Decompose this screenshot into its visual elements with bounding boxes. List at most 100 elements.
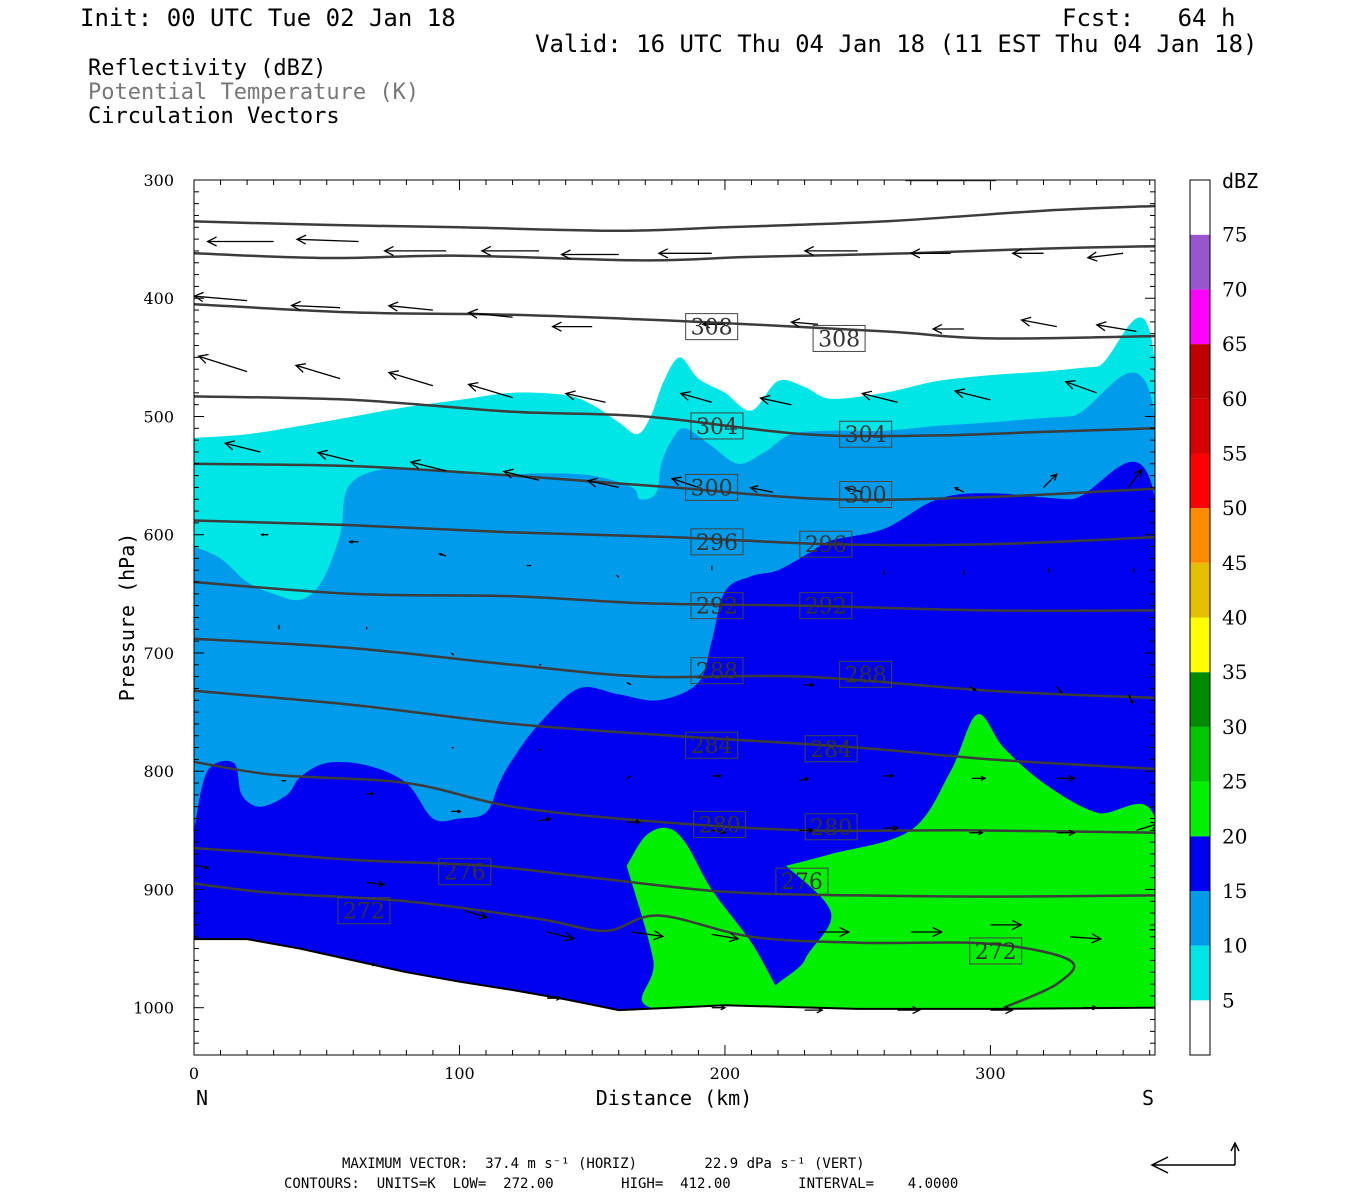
- vector-shaft: [388, 305, 433, 311]
- vector-shaft: [317, 451, 354, 463]
- colorbar-swatch-15: [1190, 180, 1210, 235]
- circulation-vector-13: [467, 308, 513, 319]
- circulation-vector-19: [1095, 321, 1137, 333]
- vector-shaft: [1127, 469, 1143, 488]
- theta-label-box: [839, 420, 893, 448]
- vector-head: [560, 249, 571, 260]
- y-tick-label: 500: [143, 407, 174, 426]
- theta-label-2: 304: [690, 412, 744, 440]
- vector-shaft: [954, 487, 965, 493]
- init-time-label: Init: 00 UTC Tue 02 Jan 18: [80, 4, 456, 32]
- circulation-vector-97: [990, 1006, 1014, 1015]
- circulation-vector-11: [290, 300, 341, 311]
- colorbar-swatch-12: [1190, 344, 1210, 399]
- circulation-vector-69: [1056, 774, 1076, 782]
- vector-head: [1012, 919, 1023, 931]
- circulation-vector-20: [197, 353, 248, 373]
- ground-surface-line: [194, 938, 1155, 1012]
- valid-time-label: Valid: 16 UTC Thu 04 Jan 18 (11 EST Thu …: [535, 30, 1258, 58]
- theta-label-6: 296: [690, 528, 744, 556]
- vector-head: [759, 394, 771, 405]
- theta-label-8: 292: [690, 592, 744, 620]
- vector-shaft: [750, 487, 773, 493]
- vector-head: [1068, 774, 1076, 782]
- theta-label-box: [690, 528, 744, 556]
- circulation-vector-4: [560, 249, 619, 260]
- colorbar-level-label: 45: [1222, 551, 1247, 575]
- vector-head: [720, 829, 727, 835]
- vector-head: [1068, 829, 1076, 837]
- y-tick-label: 600: [143, 526, 174, 545]
- circulation-vector-90: [1069, 933, 1103, 944]
- y-tick-label: 800: [143, 762, 174, 781]
- circulation-vector-85: [631, 930, 665, 941]
- vector-head: [467, 381, 479, 392]
- vector-head: [932, 926, 944, 938]
- theta-contour-312-1: [194, 244, 1155, 262]
- vector-head: [1011, 248, 1022, 259]
- circulation-vector-82: [366, 880, 386, 888]
- below-ground-mask: [194, 939, 1155, 1055]
- vector-head: [804, 777, 810, 782]
- colorbar-swatch-11: [1190, 398, 1210, 454]
- vector-head: [1134, 468, 1143, 478]
- theta-label-text: 308: [691, 316, 733, 341]
- vector-shaft: [503, 470, 540, 481]
- colorbar-swatch-6: [1190, 672, 1210, 727]
- vector-shaft: [565, 392, 606, 403]
- theta-label-box: [799, 530, 853, 558]
- colorbar-swatch-3: [1190, 836, 1210, 891]
- vector-head: [1159, 1006, 1163, 1010]
- y-tick-label: 700: [143, 644, 174, 663]
- y-tick-label: 300: [143, 171, 174, 190]
- circulation-vector-18: [1020, 316, 1057, 328]
- colorbar-level-label: 50: [1222, 496, 1247, 520]
- theta-label-14: 280: [693, 810, 747, 838]
- circulation-vector-59: [1127, 694, 1134, 705]
- vector-head: [912, 1006, 921, 1015]
- circulation-vector-2: [383, 245, 447, 257]
- circulation-vector-5: [657, 248, 712, 259]
- circulation-vector-74: [626, 819, 642, 825]
- vector-head: [1091, 933, 1103, 944]
- vector-head: [808, 827, 814, 833]
- vector-head: [564, 390, 576, 401]
- vector-head: [1050, 473, 1058, 481]
- vector-head: [972, 687, 978, 692]
- ref-vector-horizontal-head: [1150, 1156, 1169, 1174]
- theta-label-text: 272: [975, 940, 1017, 965]
- circulation-vector-34: [586, 477, 619, 489]
- circulation-vector-56: [804, 682, 815, 687]
- theta-label-11: 288: [839, 660, 893, 688]
- vector-head: [260, 533, 265, 537]
- vector-shaft: [388, 371, 434, 387]
- reflectivity-region-20dbz-3: [626, 827, 800, 1012]
- colorbar-swatch-2: [1190, 890, 1210, 946]
- theta-label-text: 296: [696, 531, 738, 556]
- theta-label-16: 276: [438, 858, 492, 886]
- theta-label-18: 272: [337, 897, 391, 925]
- vector-head: [1064, 379, 1076, 390]
- colorbar-level-label: 30: [1222, 715, 1247, 739]
- vector-shaft: [291, 304, 341, 309]
- theta-label-17: 276: [775, 867, 829, 895]
- circulation-vector-21: [294, 363, 341, 380]
- vector-shaft: [295, 364, 341, 380]
- circulation-vector-1: [295, 234, 359, 245]
- vector-head: [206, 236, 217, 247]
- vector-head: [502, 468, 514, 479]
- vector-shaft: [1021, 319, 1057, 328]
- colorbar-swatch-8: [1190, 562, 1210, 618]
- theta-label-box: [685, 731, 739, 759]
- vector-head: [478, 911, 489, 920]
- circulation-vector-55: [626, 681, 632, 686]
- vector-head: [370, 792, 375, 796]
- vector-shaft: [626, 775, 632, 779]
- circulation-vector-29: [1064, 379, 1097, 394]
- vector-shaft: [760, 397, 792, 406]
- circulation-vector-72: [451, 809, 462, 814]
- theta-label-text: 284: [810, 738, 852, 763]
- vector-shaft: [468, 312, 513, 318]
- circulation-vector-73: [538, 816, 552, 822]
